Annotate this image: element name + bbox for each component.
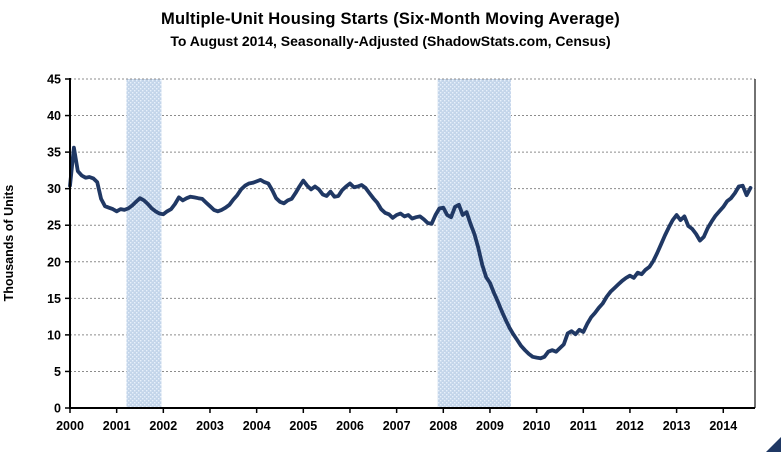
y-axis-label-40: 40 (47, 109, 61, 123)
x-axis-label-2006: 2006 (336, 419, 364, 433)
chart-title: Multiple-Unit Housing Starts (Six-Month … (161, 10, 620, 28)
x-axis-label-2005: 2005 (289, 419, 317, 433)
y-axis-label-15: 15 (47, 292, 61, 306)
y-axis-label-30: 30 (47, 182, 61, 196)
corner-mark-icon (766, 437, 781, 452)
x-axis-label-2014: 2014 (709, 419, 737, 433)
series-line (68, 145, 753, 361)
x-axis-label-2002: 2002 (149, 419, 177, 433)
x-axis-label-2007: 2007 (383, 419, 411, 433)
recession-band-1 (126, 79, 162, 408)
x-axis-label-2012: 2012 (616, 419, 644, 433)
x-axis-label-2000: 2000 (56, 419, 84, 433)
chart-subtitle: To August 2014, Seasonally-Adjusted (Sha… (170, 33, 611, 49)
x-axis-label-2003: 2003 (196, 419, 224, 433)
y-axis-label-25: 25 (47, 219, 61, 233)
x-axis-label-2010: 2010 (523, 419, 551, 433)
y-axis-label-35: 35 (47, 146, 61, 160)
x-axis-label-2004: 2004 (243, 419, 271, 433)
y-axis-label-5: 5 (54, 365, 61, 379)
y-axis-label-20: 20 (47, 255, 61, 269)
y-axis-label-10: 10 (47, 328, 61, 342)
x-axis-label-2013: 2013 (663, 419, 691, 433)
y-axis-label-45: 45 (47, 73, 61, 87)
x-axis-label-2011: 2011 (570, 419, 597, 433)
x-axis-label-2001: 2001 (103, 419, 131, 433)
y-axis-label-0: 0 (54, 402, 61, 416)
recession-band-2 (437, 79, 511, 408)
x-axis-label-2008: 2008 (429, 419, 457, 433)
x-axis-label-2009: 2009 (476, 419, 504, 433)
